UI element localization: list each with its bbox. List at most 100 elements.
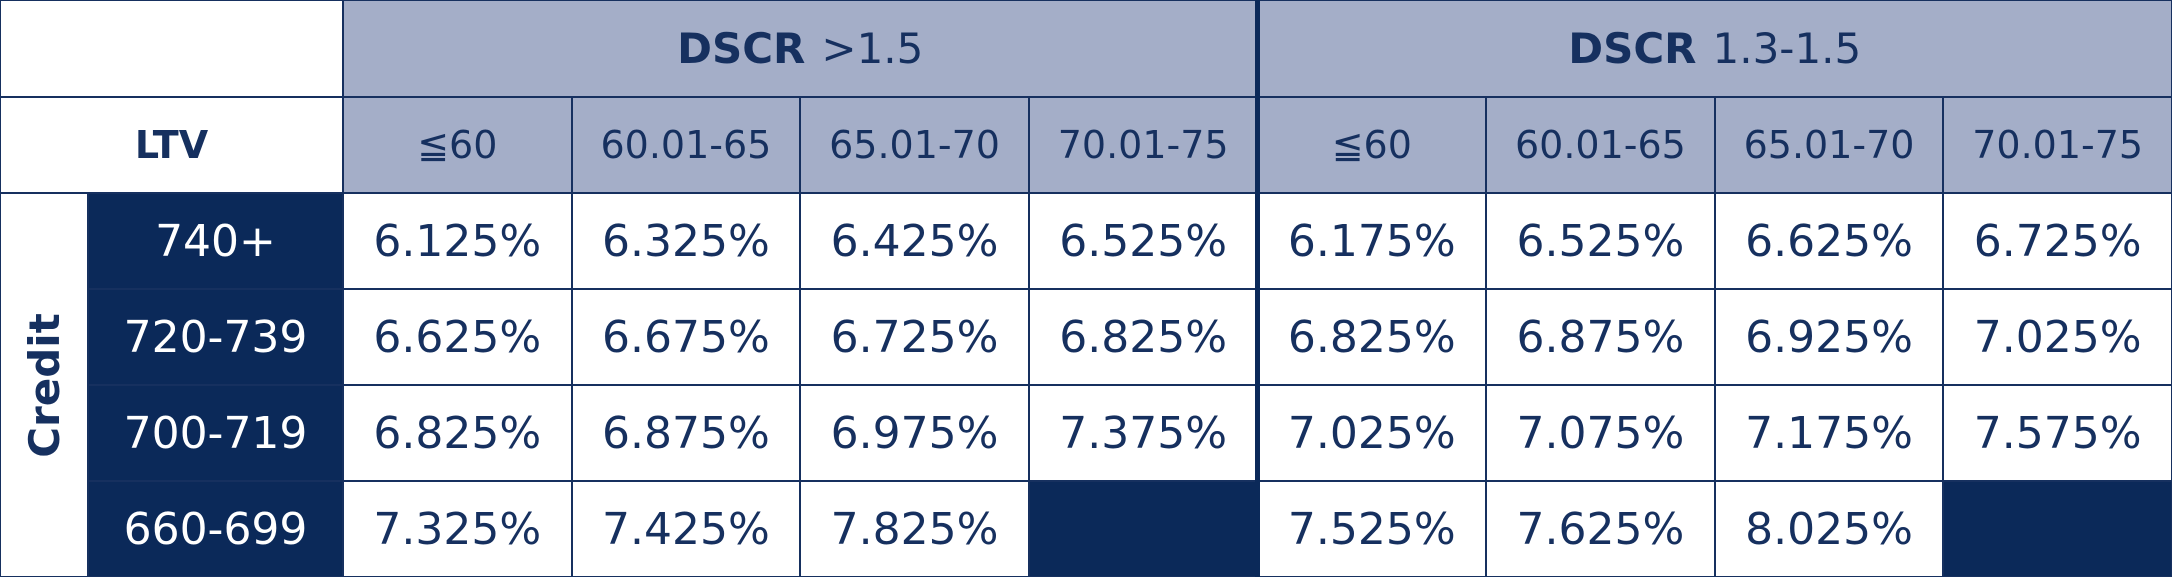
empty-cell [1943,481,2172,577]
rate-cell: 6.925% [1715,289,1944,385]
rate-value: 6.725% [1973,215,2142,267]
rate-value: 6.725% [830,311,999,363]
rate-cell: 7.525% [1258,481,1487,577]
rate-value: 8.025% [1745,503,1913,555]
rate-cell: 6.125% [343,193,572,289]
column-label: 60.01-65 [1515,123,1686,167]
ltv-text: LTV [134,123,209,167]
group-range: 1.3-1.5 [1712,24,1862,73]
rate-cell: 6.675% [572,289,801,385]
rate-value: 6.675% [602,311,770,363]
row-label-text: 700-719 [123,407,308,459]
rate-value: 6.425% [830,215,999,267]
column-header: 65.01-70 [1714,97,1944,193]
column-label: 70.01-75 [1057,123,1229,167]
rate-cell: 6.875% [1486,289,1715,385]
rate-cell: 7.575% [1943,385,2172,481]
column-label: 65.01-70 [1743,123,1915,167]
row-label-text: 720-739 [123,311,308,363]
rate-value: 6.925% [1745,311,1913,363]
rate-cell: 6.625% [343,289,572,385]
rate-cell: 7.375% [1029,385,1258,481]
rate-cell: 6.525% [1029,193,1258,289]
rate-value: 7.575% [1973,407,2142,459]
rate-cell: 6.175% [1258,193,1487,289]
rate-cell: 7.425% [572,481,801,577]
rate-value: 7.075% [1516,407,1685,459]
rate-value: 7.375% [1059,407,1228,459]
group-header: DSCR >1.5 [343,0,1258,97]
rate-value: 6.975% [830,407,999,459]
rate-value: 7.825% [830,503,999,555]
row-label: 700-719 [88,385,343,481]
row-label: 660-699 [88,481,343,577]
rate-value: 7.625% [1516,503,1685,555]
rate-value: 6.625% [1745,215,1913,267]
rate-cell: 8.025% [1715,481,1944,577]
row-label-text: 660-699 [123,503,308,555]
rate-cell: 7.625% [1486,481,1715,577]
group-label: DSCR [677,24,806,73]
group-label: DSCR [1568,24,1697,73]
rate-cell: 6.625% [1715,193,1944,289]
rate-cell: 6.725% [1943,193,2172,289]
side-text: Credit [19,312,69,458]
rate-cell: 6.825% [343,385,572,481]
rate-cell: 7.025% [1943,289,2172,385]
rate-value: 6.625% [373,311,542,363]
rate-cell: 7.325% [343,481,572,577]
rate-value: 7.425% [602,503,770,555]
rate-value: 6.325% [602,215,770,267]
corner [0,0,343,97]
rate-value: 7.025% [1287,407,1456,459]
rate-cell: 7.075% [1486,385,1715,481]
rate-cell: 6.525% [1486,193,1715,289]
column-label: 70.01-75 [1972,123,2144,167]
rate-cell: 6.825% [1029,289,1258,385]
row-label: 740+ [88,193,343,289]
rate-cell: 6.975% [800,385,1029,481]
row-label-text: 740+ [155,215,276,267]
rate-value: 6.525% [1059,215,1228,267]
column-header: 70.01-75 [1028,97,1258,193]
rate-cell: 7.825% [800,481,1029,577]
group-header: DSCR 1.3-1.5 [1257,0,2172,97]
column-header: 70.01-75 [1943,97,2172,193]
row-label: 720-739 [88,289,343,385]
group-range: >1.5 [821,24,924,73]
rate-value: 6.825% [1059,311,1228,363]
column-label: ≦60 [1331,123,1412,167]
empty-cell [1028,481,1258,577]
rate-value: 6.825% [1287,311,1456,363]
column-header: ≦60 [343,97,572,193]
rate-cell: 6.325% [572,193,801,289]
rate-value: 7.175% [1745,407,1913,459]
rate-value: 6.175% [1287,215,1456,267]
rate-value: 6.125% [373,215,542,267]
rate-cell: 7.025% [1258,385,1487,481]
group-divider [1255,0,1260,577]
column-header: 65.01-70 [800,97,1029,193]
side-label: Credit [0,193,88,577]
rate-cell: 6.425% [800,193,1029,289]
rate-value: 6.875% [602,407,770,459]
rate-value: 7.525% [1287,503,1456,555]
rate-cell: 6.875% [572,385,801,481]
rate-cell: 6.825% [1258,289,1487,385]
rate-value: 7.025% [1973,311,2142,363]
column-label: 65.01-70 [829,123,1000,167]
rate-cell: 6.725% [800,289,1029,385]
rate-value: 6.525% [1516,215,1685,267]
rate-cell: 7.175% [1715,385,1944,481]
column-label: ≦60 [417,123,498,167]
rate-value: 6.875% [1516,311,1685,363]
column-header: 60.01-65 [1486,97,1715,193]
column-header: 60.01-65 [571,97,801,193]
column-label: 60.01-65 [600,123,772,167]
rate-value: 6.825% [373,407,542,459]
column-header: ≦60 [1257,97,1487,193]
ltv-label: LTV [0,97,343,193]
rate-value: 7.325% [373,503,542,555]
